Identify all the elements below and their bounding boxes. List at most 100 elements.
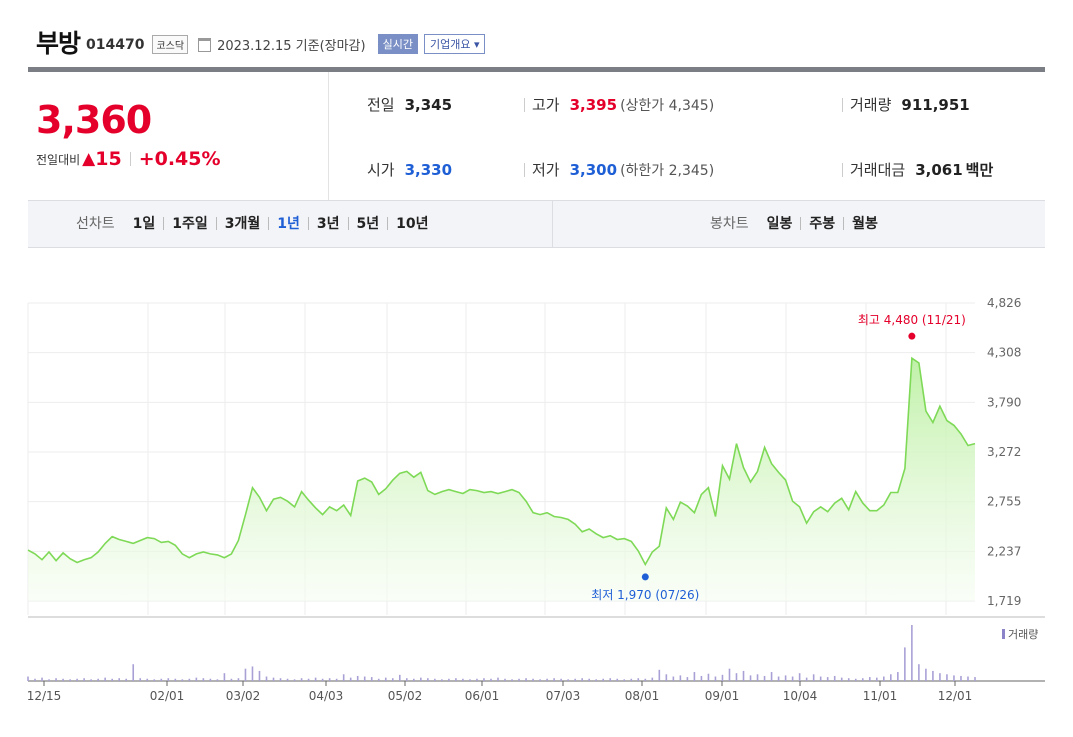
volume-bar — [406, 678, 408, 681]
tab-1y[interactable]: 1년 — [277, 216, 300, 232]
volume-bar — [153, 679, 156, 681]
volume-bar — [48, 679, 50, 681]
volume-bar — [967, 676, 969, 681]
volume-bar — [883, 676, 885, 681]
volume-bar — [34, 678, 36, 681]
volume-bar — [195, 677, 198, 681]
volume-bar — [349, 677, 352, 681]
volume-bar — [272, 677, 275, 681]
volume-bar — [686, 677, 689, 681]
stat-prev-value: 3,345 — [404, 95, 453, 114]
volume-bar — [581, 678, 583, 681]
stat-open-value: 3,330 — [404, 160, 453, 179]
tab-1d[interactable]: 1일 — [132, 216, 156, 232]
stat-open-label: 시가 — [367, 161, 395, 179]
realtime-button[interactable]: 실시간 — [377, 34, 418, 54]
line-chart-label: 선차트 — [76, 216, 115, 232]
volume-bar — [693, 672, 696, 681]
volume-bar — [700, 675, 703, 681]
volume-bar — [749, 675, 752, 681]
tab-monthly[interactable]: 월봉 — [852, 216, 878, 232]
volume-bar — [854, 678, 857, 681]
x-tick-label: 07/03 — [546, 689, 581, 703]
volume-bar — [735, 673, 738, 681]
tab-3m[interactable]: 3개월 — [224, 216, 261, 232]
volume-bar — [139, 678, 142, 681]
volume-bar — [616, 678, 619, 681]
y-tick-label: 3,790 — [987, 395, 1021, 409]
volume-bar — [644, 678, 647, 681]
stat-low-label: 저가 — [532, 161, 560, 179]
volume-bar — [413, 678, 415, 681]
volume-bar — [932, 670, 934, 681]
volume-bar — [630, 678, 633, 681]
volume-bar — [244, 668, 247, 681]
stat-high-value: 3,395 — [569, 95, 618, 114]
stat-lower-limit: (하한가 2,345) — [620, 162, 715, 179]
tab-weekly[interactable]: 주봉 — [809, 216, 836, 232]
stat-amount-unit: 백만 — [965, 161, 994, 179]
volume-bar — [483, 678, 485, 681]
volume-bar — [230, 678, 233, 681]
volume-bar — [104, 677, 106, 681]
tab-5y[interactable]: 5년 — [356, 216, 380, 232]
price-change: 전일대비 ▲ 15 +0.45% — [36, 148, 221, 170]
volume-bar — [398, 674, 401, 681]
volume-bar — [490, 678, 492, 681]
tab-3y[interactable]: 3년 — [316, 216, 340, 232]
volume-bar — [532, 678, 534, 681]
tab-1w[interactable]: 1주일 — [172, 216, 208, 232]
x-tick-label: 09/01 — [705, 689, 740, 703]
volume-bar — [911, 625, 913, 681]
volume-bar — [651, 677, 654, 681]
volume-bar — [55, 678, 57, 681]
stat-open: 시가 3,330 — [367, 159, 452, 180]
stock-code: 014470 — [86, 37, 145, 53]
candle-chart-label: 봉차트 — [710, 216, 749, 232]
volume-bar — [469, 679, 471, 681]
volume-bar — [427, 678, 429, 681]
x-tick-label: 02/01 — [150, 689, 185, 703]
y-tick-label: 2,755 — [987, 495, 1021, 509]
tab-daily[interactable]: 일봉 — [766, 216, 793, 232]
divider — [129, 152, 131, 166]
volume-bar — [826, 677, 829, 681]
volume-bar — [370, 677, 373, 681]
price-area — [28, 358, 975, 601]
volume-bar — [223, 673, 226, 681]
stat-upper-limit: (상한가 4,345) — [620, 97, 715, 114]
stat-amount-value: 3,061 — [915, 160, 963, 179]
volume-bar — [714, 676, 717, 681]
volume-bar — [567, 679, 569, 681]
volume-bar — [118, 678, 120, 681]
volume-bar — [791, 676, 794, 681]
volume-bar — [216, 679, 219, 681]
volume-bar — [637, 678, 640, 681]
stat-volume-label: 거래량 — [850, 96, 892, 114]
volume-bar — [672, 676, 675, 681]
volume-bar — [307, 678, 310, 681]
volume-bar — [560, 678, 562, 681]
volume-bar — [539, 679, 541, 681]
tab-10y[interactable]: 10년 — [396, 216, 429, 232]
x-tick-label: 11/01 — [863, 689, 898, 703]
volume-bar — [602, 678, 605, 681]
company-overview-dropdown[interactable]: 기업개요 ▾ — [423, 34, 486, 54]
volume-bar — [904, 647, 906, 681]
volume-bar — [335, 678, 338, 681]
divider — [842, 163, 843, 177]
volume-bar — [868, 677, 871, 681]
volume-bar — [497, 677, 499, 681]
stat-low-value: 3,300 — [569, 160, 618, 179]
volume-bar — [742, 670, 745, 681]
volume-bar — [462, 678, 464, 681]
stat-prev-label: 전일 — [367, 96, 395, 114]
volume-bar — [665, 674, 668, 681]
volume-bar — [721, 674, 724, 681]
volume-bar — [69, 679, 71, 681]
low-marker — [641, 573, 649, 581]
volume-bar — [420, 677, 422, 681]
volume-bar — [434, 678, 436, 681]
volume-bar — [890, 674, 892, 681]
